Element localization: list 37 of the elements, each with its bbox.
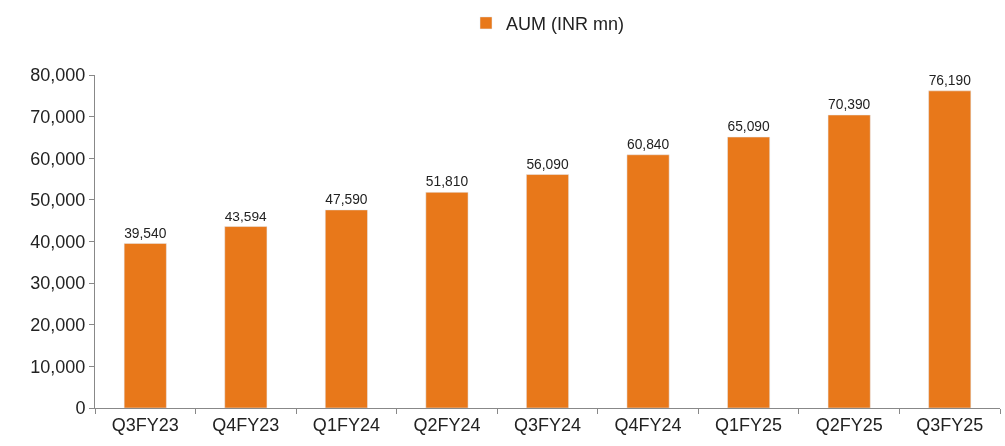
bar (827, 114, 871, 408)
bar (425, 192, 469, 408)
bar (224, 226, 268, 408)
data-label: 39,540 (124, 225, 167, 241)
bar (727, 136, 770, 408)
legend-label: AUM (INR mn) (506, 13, 624, 34)
x-tick-label: Q3FY23 (111, 414, 179, 435)
x-tick-label: Q1FY25 (715, 414, 783, 435)
bar (123, 243, 167, 408)
y-tick-label: 70,000 (30, 106, 86, 127)
bar (928, 90, 972, 408)
x-tick-label: Q3FY25 (916, 414, 984, 435)
x-tick-label: Q2FY24 (413, 414, 481, 435)
data-label: 43,594 (224, 208, 267, 224)
bar (526, 174, 569, 408)
x-tick-label: Q4FY23 (212, 414, 280, 435)
y-tick-label: 60,000 (30, 148, 86, 169)
y-tick-label: 0 (75, 398, 86, 419)
x-tick-label: Q3FY24 (513, 414, 582, 435)
y-tick-label: 80,000 (30, 65, 86, 86)
data-label: 70,390 (828, 97, 871, 113)
data-label: 56,090 (526, 156, 569, 172)
bar (325, 209, 368, 408)
data-label: 76,190 (928, 72, 972, 88)
data-label: 47,590 (325, 192, 368, 207)
y-tick-label: 20,000 (30, 315, 86, 336)
y-tick-label: 10,000 (30, 356, 86, 377)
x-tick-label: Q2FY25 (815, 414, 883, 435)
x-tick-label: Q4FY24 (614, 414, 682, 435)
data-label: 60,840 (626, 136, 670, 152)
x-tick-label: Q1FY24 (312, 414, 380, 435)
y-tick-label: 50,000 (30, 190, 86, 211)
data-label: 51,810 (425, 174, 469, 190)
y-tick-label: 30,000 (30, 273, 86, 294)
bar (626, 154, 670, 408)
data-label: 65,090 (727, 119, 771, 135)
y-tick-label: 40,000 (30, 231, 86, 252)
